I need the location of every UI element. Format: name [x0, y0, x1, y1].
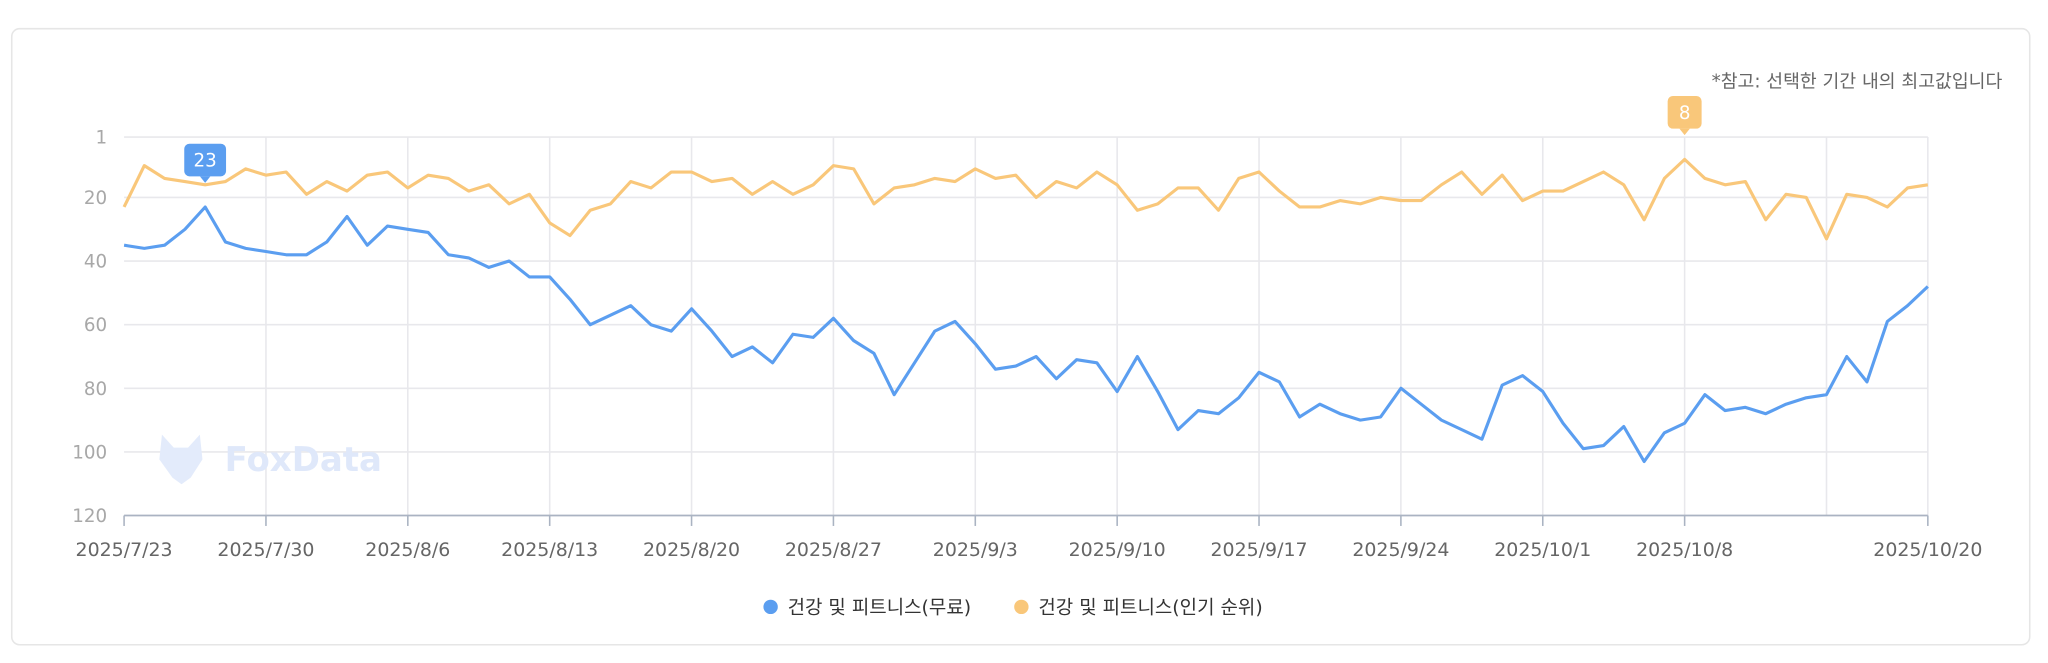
legend-item-1: 건강 및 피트니스(인기 순위) [1014, 596, 1263, 618]
x-tick-label: 2025/9/10 [1069, 539, 1166, 561]
tooltip-pointer [199, 176, 211, 183]
x-tick-label: 2025/10/1 [1494, 539, 1591, 561]
watermark-text: FoxData [225, 440, 382, 480]
series-line [122, 157, 1929, 241]
legend-label: 건강 및 피트니스(인기 순위) [1038, 596, 1262, 618]
series-lines [122, 157, 1929, 464]
grid-lines [124, 136, 1929, 516]
x-tick-label: 2025/10/20 [1873, 539, 1982, 561]
x-tick-label: 2025/9/17 [1210, 539, 1307, 561]
y-tick-label: 120 [72, 506, 107, 527]
x-tick-label: 2025/9/3 [933, 539, 1018, 561]
tooltip-box [1667, 96, 1702, 129]
x-tick-label: 2025/10/8 [1636, 539, 1733, 561]
series-line [123, 205, 1929, 464]
legend-marker-icon [1014, 599, 1029, 615]
y-tick-label: 100 [72, 442, 107, 463]
tooltip-value: 23 [194, 151, 217, 172]
peak-note: *참고: 선택한 기간 내의 최고값입니다 [1712, 71, 2003, 92]
x-tick-label: 2025/8/20 [643, 539, 740, 561]
y-tick-label: 1 [95, 128, 107, 149]
fox-logo-icon [159, 434, 203, 485]
tooltip-box [184, 143, 227, 177]
y-tick-label: 20 [84, 188, 107, 209]
x-tick-label: 2025/7/30 [217, 539, 314, 561]
peak-tooltip: 8 [1667, 96, 1702, 136]
x-tick-label: 2025/8/13 [501, 539, 598, 561]
peak-tooltip: 23 [184, 143, 227, 183]
legend-item-0: 건강 및 피트니스(무료) [763, 596, 971, 618]
peak-tooltips: 23 8 [184, 96, 1702, 183]
x-tick-label: 2025/7/23 [76, 539, 173, 561]
chart-card [10, 27, 2031, 646]
y-tick-label: 60 [84, 315, 107, 336]
legend: 건강 및 피트니스(무료) 건강 및 피트니스(인기 순위) [763, 596, 1263, 618]
x-tick-label: 2025/8/27 [785, 539, 882, 561]
legend-marker-icon [763, 599, 778, 615]
y-tick-label: 80 [84, 379, 107, 400]
legend-label: 건강 및 피트니스(무료) [788, 596, 972, 618]
y-tick-label: 40 [84, 252, 107, 273]
foxdata-watermark: FoxData [159, 434, 382, 485]
tooltip-pointer [1679, 128, 1690, 136]
x-tick-label: 2025/9/24 [1352, 539, 1449, 561]
x-tick-label: 2025/8/6 [365, 539, 450, 561]
tooltip-value: 8 [1679, 103, 1691, 124]
